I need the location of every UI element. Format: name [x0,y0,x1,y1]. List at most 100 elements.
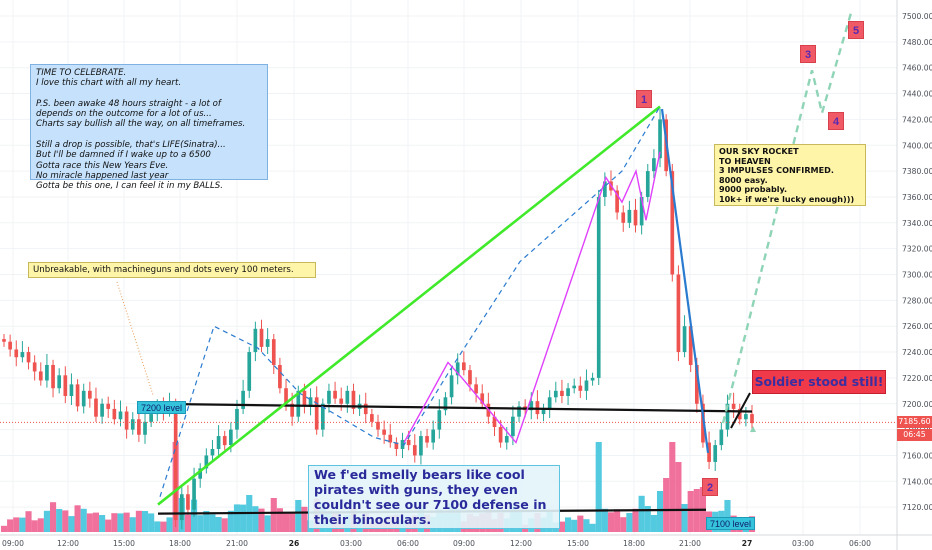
candle-body [744,414,748,420]
time-tick-label: 15:00 [567,539,589,548]
candle-body [645,171,650,197]
volume-bar [92,512,100,532]
candle-body [603,181,607,197]
candle-body [498,427,503,443]
candle-body [492,416,497,428]
volume-bar [644,506,651,532]
drop-line [660,108,710,454]
celebrate-note: TIME TO CELEBRATE. I love this chart wit… [30,64,268,191]
volume-bar [558,521,565,532]
candle-body [112,408,117,420]
volume-bar [614,509,621,532]
candle-body [296,390,301,417]
volume-bar [626,513,633,532]
candle-body [725,403,730,430]
candle-body [652,158,656,172]
price-tick-label: 7340.00 [902,219,932,228]
volume-bar [25,511,32,532]
volume-bar [240,504,247,532]
price-tick-label: 7120.00 [902,503,932,512]
candle-body [504,436,509,443]
candle-body [118,411,123,420]
volume-bar [117,513,124,532]
candle-body [149,414,153,422]
candle-body [327,390,331,404]
level-7100-label: 7100 level [706,517,756,530]
candle-body [437,410,442,430]
candle-body [75,384,80,407]
candle-body [688,326,693,365]
time-tick-label: 12:00 [510,539,532,548]
volume-bar [276,508,283,532]
volume-bar [663,478,670,532]
celebrate-line: depends on the outcome for a lot of us..… [36,109,212,120]
volume-bar [215,517,222,532]
candle-body [204,455,209,469]
candle-body [535,401,540,415]
candle-body [278,364,282,389]
candle-body [694,364,699,404]
bar-countdown-tag: 06:45 [897,429,932,441]
candle-body [419,436,423,456]
candle-body [229,429,233,446]
volume-bar [595,442,602,532]
wave-5-label: 5 [848,21,864,39]
time-tick-label: 06:00 [849,539,871,548]
volume-bar [105,519,112,532]
candle-body [461,362,466,371]
volume-bar [289,513,296,532]
volume-bar [68,516,75,532]
bears-line: couldn't see our 7100 defense in [314,497,547,512]
volume-bar [62,510,69,532]
candle-body [241,390,245,409]
time-tick-label: 09:00 [453,539,475,548]
volume-bar [148,513,155,532]
projection-marker [750,426,756,432]
volume-bar [295,500,302,532]
volume-bar [160,521,167,532]
time-tick-label: 06:00 [397,539,419,548]
volume-bar [31,520,38,532]
volume-bar [80,508,87,532]
candle-body [339,398,344,404]
candle-body [572,385,577,389]
candle-body [406,439,411,446]
candle-body [719,429,724,446]
volume-bar [197,515,204,532]
candle-body [553,390,558,398]
candle-body [627,209,632,223]
celebrate-line [36,130,262,140]
price-tick-label: 7320.00 [902,245,932,254]
candle-body [351,390,356,409]
volume-bar [184,514,191,532]
price-tick-label: 7280.00 [902,296,932,305]
volume-bar [687,491,694,532]
candle-body [45,364,49,381]
candle-body [376,421,380,430]
candle-body [265,339,270,347]
candle-body [253,328,258,353]
candle-body [370,414,374,422]
candle-body [737,408,742,420]
time-tick-label: 18:00 [169,539,191,548]
candle-body [682,326,687,353]
wave-2-label: 2 [702,478,718,496]
volume-bar [37,518,44,532]
candle-body [480,393,485,404]
soldier-note: Soldier stood still! [752,370,886,394]
candle-body [26,352,31,363]
bears-line: their binoculars. [314,512,432,527]
candle-body [20,352,25,358]
candles [2,108,754,530]
celebrate-line [36,89,262,99]
projection-path [721,9,854,424]
candle-body [529,401,534,411]
candle-body [210,448,215,456]
soldier-pointer [730,392,751,429]
candle-body [259,328,264,347]
volume-bar [99,515,106,532]
candle-body [271,339,276,365]
volume-bar [656,491,664,532]
candle-body [633,209,638,226]
